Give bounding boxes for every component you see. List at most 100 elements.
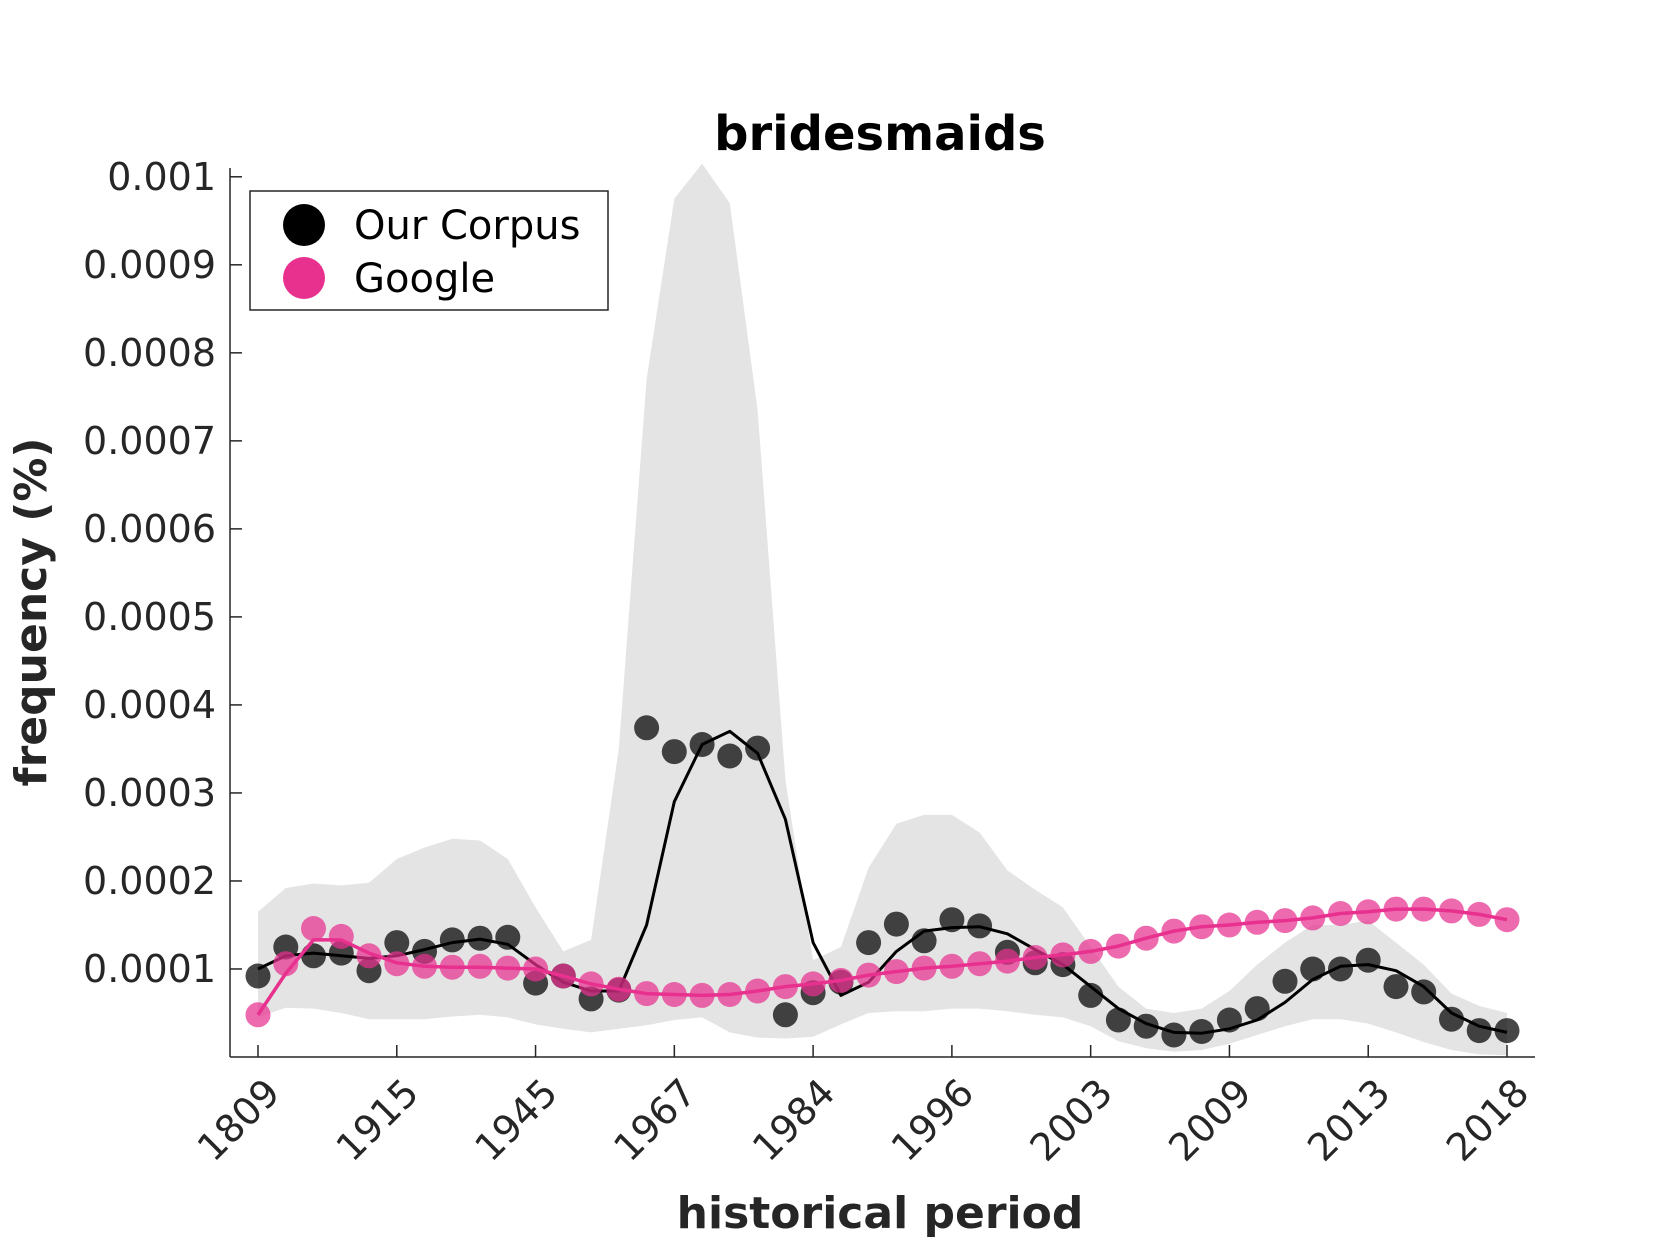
- series-google: [245, 896, 1520, 1028]
- data-point-google: [606, 976, 632, 1002]
- data-point-google: [1355, 899, 1381, 925]
- data-point-google: [439, 954, 465, 980]
- legend-label-our-corpus: Our Corpus: [354, 203, 580, 249]
- data-point-google: [689, 982, 715, 1008]
- y-tick-label: 0.0007: [83, 419, 216, 463]
- legend-marker-google: [283, 257, 325, 299]
- data-point-google: [1300, 905, 1326, 931]
- data-point-our-corpus: [495, 924, 521, 950]
- data-point-our-corpus: [939, 907, 965, 933]
- x-axis-title: historical period: [677, 1188, 1084, 1239]
- data-point-our-corpus: [1494, 1018, 1520, 1044]
- data-point-google: [1216, 912, 1242, 938]
- data-point-google: [1328, 901, 1353, 926]
- y-tick-label: 0.0004: [83, 683, 216, 727]
- data-point-google: [1022, 945, 1048, 970]
- data-point-our-corpus: [772, 1002, 798, 1028]
- trend-line-google: [256, 907, 1508, 1016]
- data-point-our-corpus: [1105, 1007, 1131, 1033]
- data-point-google: [883, 959, 909, 985]
- data-point-our-corpus: [911, 928, 937, 954]
- data-point-google: [994, 948, 1020, 974]
- data-point-our-corpus: [967, 913, 993, 939]
- data-point-google: [717, 982, 743, 1007]
- data-point-google: [1078, 938, 1104, 964]
- data-point-google: [1411, 896, 1437, 922]
- data-point-google: [412, 953, 437, 979]
- data-point-google: [1050, 942, 1076, 968]
- data-point-our-corpus: [384, 930, 410, 956]
- legend-label-google: Google: [354, 256, 495, 302]
- data-point-google: [1105, 933, 1131, 959]
- data-point-our-corpus: [661, 739, 687, 765]
- data-point-google: [1272, 908, 1298, 934]
- data-point-google: [273, 951, 299, 977]
- y-axis-title: frequency (%): [6, 437, 57, 786]
- series-layer: [245, 715, 1520, 1048]
- data-point-google: [911, 955, 937, 981]
- data-point-our-corpus: [1189, 1019, 1215, 1044]
- y-tick-label: 0.0001: [83, 947, 216, 991]
- data-point-our-corpus: [467, 925, 493, 951]
- data-point-our-corpus: [689, 732, 715, 757]
- data-point-google: [1439, 898, 1464, 924]
- legend: Our Corpus Google: [249, 190, 609, 311]
- data-point-our-corpus: [1078, 982, 1104, 1008]
- data-point-our-corpus: [1466, 1018, 1492, 1044]
- y-tick-label: 0.0006: [83, 507, 216, 551]
- data-point-google: [939, 953, 965, 979]
- data-point-our-corpus: [1355, 947, 1381, 973]
- trend-line-our-corpus: [257, 729, 1508, 1035]
- confidence-band: [258, 163, 1507, 1056]
- data-point-our-corpus: [856, 930, 882, 956]
- data-point-google: [1466, 901, 1492, 927]
- data-point-google: [856, 962, 882, 988]
- data-point-our-corpus: [1161, 1022, 1187, 1048]
- data-point-google: [301, 916, 326, 941]
- chart-title: bridesmaids: [714, 106, 1046, 162]
- data-point-google: [745, 978, 771, 1004]
- data-point-google: [578, 971, 604, 997]
- y-tick-label: 0.0008: [83, 331, 216, 375]
- data-point-google: [384, 951, 410, 977]
- data-point-our-corpus: [439, 927, 465, 953]
- data-point-google: [523, 956, 549, 982]
- data-point-our-corpus: [301, 943, 326, 969]
- data-point-our-corpus: [1328, 956, 1353, 982]
- confidence-band-layer: [258, 163, 1507, 1056]
- y-tick-label: 0.001: [107, 155, 216, 199]
- y-tick-label: 0.0009: [83, 243, 216, 287]
- data-point-google: [356, 943, 382, 969]
- data-point-our-corpus: [634, 715, 660, 741]
- data-point-google: [328, 923, 354, 949]
- data-point-our-corpus: [883, 911, 909, 937]
- y-tick-label: 0.0003: [83, 771, 216, 815]
- y-tick-label: 0.0005: [83, 595, 216, 639]
- legend-marker-our-corpus: [283, 204, 325, 246]
- data-point-google: [828, 967, 854, 993]
- data-point-google: [1244, 909, 1270, 935]
- data-point-our-corpus: [717, 743, 743, 769]
- data-point-google: [245, 1002, 271, 1028]
- data-point-our-corpus: [1411, 979, 1437, 1005]
- data-point-our-corpus: [1300, 956, 1326, 982]
- data-point-google: [495, 955, 521, 981]
- data-point-google: [800, 971, 826, 997]
- data-point-google: [1133, 925, 1159, 951]
- data-point-our-corpus: [1133, 1013, 1159, 1039]
- data-point-our-corpus: [1439, 1006, 1464, 1032]
- y-tick-label: 0.0002: [83, 859, 216, 903]
- data-point-our-corpus: [1244, 996, 1270, 1022]
- data-point-google: [1383, 896, 1409, 922]
- data-point-google: [1189, 914, 1215, 940]
- data-point-our-corpus: [1383, 974, 1409, 1000]
- data-point-google: [661, 982, 687, 1007]
- data-point-our-corpus: [1216, 1007, 1242, 1033]
- data-point-google: [634, 981, 660, 1007]
- data-point-google: [1494, 907, 1520, 933]
- data-point-google: [967, 951, 993, 977]
- data-point-our-corpus: [245, 963, 271, 989]
